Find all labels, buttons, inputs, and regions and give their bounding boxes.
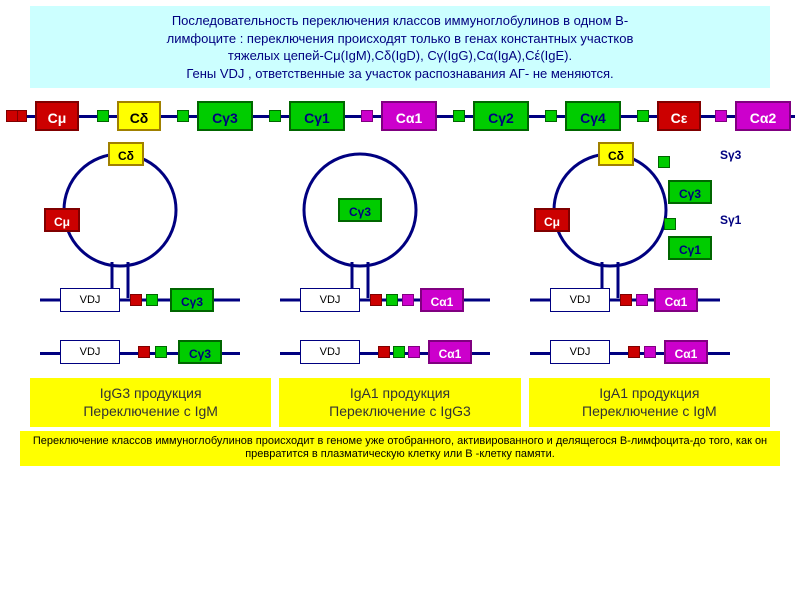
gene-Сε: Сε [657,101,701,131]
loop-gene-Сγ3: Сγ3 [668,180,712,204]
sg-label: Sγ3 [720,148,741,162]
loop-gene-Сγ3: Сγ3 [338,198,382,222]
loop-gene-Сμ: Сμ [534,208,570,232]
vdj-box: VDJ [60,288,120,312]
footer-box: Переключение классов иммуноглобулинов пр… [20,431,780,467]
result-gene-Сα1: Сα1 [654,288,698,312]
linear-gene-Сα1: Сα1 [664,340,708,364]
switch-region [715,110,727,122]
caption: IgG3 продукцияПереключение с IgM [30,378,271,426]
switch-region [637,110,649,122]
vdj-box: VDJ [300,288,360,312]
header-box: Последовательность переключения классов … [30,6,770,88]
switch-region [361,110,373,122]
header-line1: Последовательность переключения классов … [172,13,628,28]
gene-Сγ1: Сγ1 [289,101,345,131]
switch-region [545,110,557,122]
loop-gene-Сδ: Сδ [108,142,144,166]
loop-diagrams: Сδ Сμ VDJ Сγ3 Сγ3 VDJ Сα1 Сδ Сμ Сγ3 Сγ1 Sγ3 Sγ1 VDJ Сα… [0,138,800,328]
header-line3: тяжелых цепей-Сμ(IgM),Сδ(IgD), Сγ(IgG),С… [228,48,572,63]
loop-gene-Сδ: Сδ [598,142,634,166]
gene-Сγ2: Сγ2 [473,101,529,131]
gene-Сγ3: Сγ3 [197,101,253,131]
caption-row: IgG3 продукцияПереключение с IgMIgA1 про… [30,378,770,426]
vdj-box: VDJ [550,340,610,364]
top-gene-row: Сμ Сδ Сγ3 Сγ1 Сα1 Сγ2 Сγ4 Сε Сα2 [0,96,800,136]
linear-gene-Сγ3: Сγ3 [178,340,222,364]
vdj-box: VDJ [60,340,120,364]
switch-region [453,110,465,122]
loop-gene-Сγ1: Сγ1 [668,236,712,260]
switch-region [97,110,109,122]
caption: IgA1 продукцияПереключение с IgG3 [279,378,520,426]
result-gene-Сα1: Сα1 [420,288,464,312]
gene-Сγ4: Сγ4 [565,101,621,131]
linear-results: VDJ Сγ3 VDJ Сα1 VDJ Сα1 [0,334,800,374]
gene-Сα2: Сα2 [735,101,791,131]
gene-Сα1: Сα1 [381,101,437,131]
gene-Сμ: Сμ [35,101,79,131]
result-gene-Сγ3: Сγ3 [170,288,214,312]
header-line4: Гены VDJ , ответственные за участок расп… [186,66,613,81]
switch-region [177,110,189,122]
caption: IgA1 продукцияПереключение с IgM [529,378,770,426]
header-line2: лимфоците : переключения происходят толь… [167,31,634,46]
vdj-box: VDJ [550,288,610,312]
switch-region [269,110,281,122]
linear-gene-Сα1: Сα1 [428,340,472,364]
gene-Сδ: Сδ [117,101,161,131]
vdj-box: VDJ [300,340,360,364]
loop-gene-Сμ: Сμ [44,208,80,232]
sg-label: Sγ1 [720,213,741,227]
